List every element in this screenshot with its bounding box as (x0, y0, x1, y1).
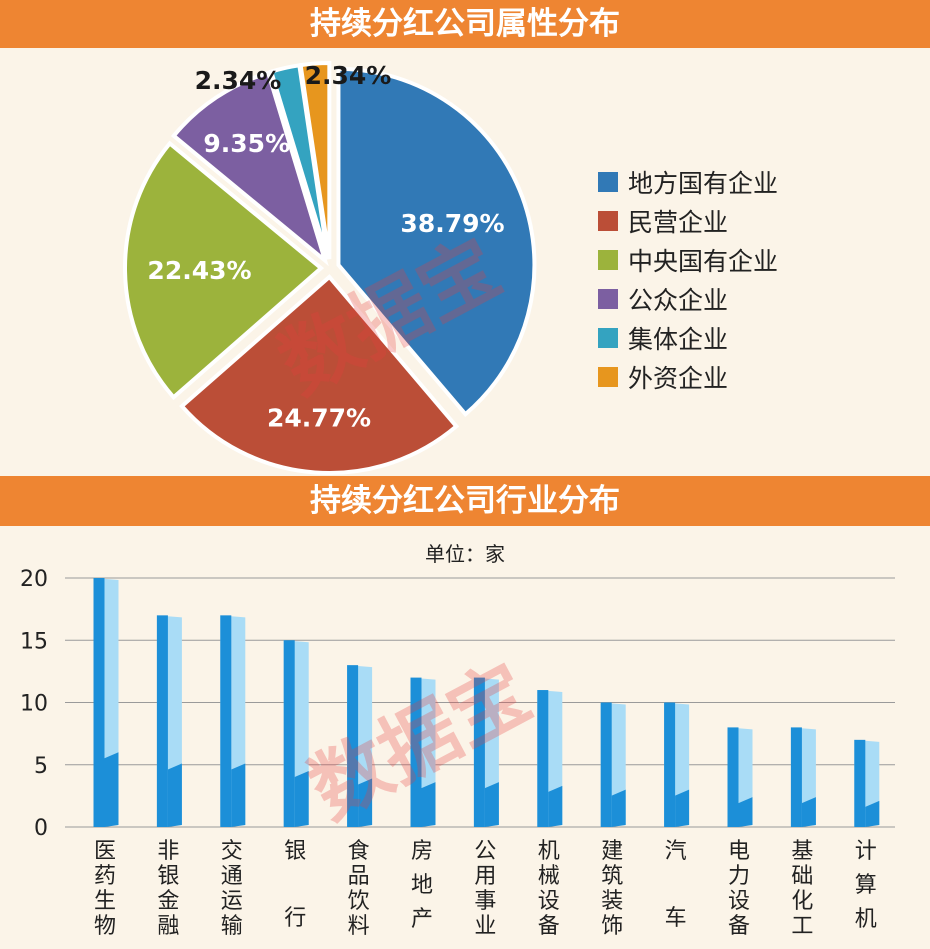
x-tick-label: 房 (411, 839, 433, 864)
bar (220, 615, 246, 827)
legend-item: 公众企业 (598, 281, 728, 317)
legend-swatch (598, 289, 618, 309)
pie-slice (298, 61, 332, 260)
x-tick-label: 品 (348, 864, 370, 889)
x-tick-label: 建 (601, 839, 623, 864)
pie-slice (336, 66, 537, 418)
bar (347, 665, 373, 827)
x-tick-label: 算 (855, 873, 877, 898)
legend-label: 地方国有企业 (628, 169, 779, 198)
pie-chart: 38.79% 24.77% 22.43% 9.35% 2.34% 2.34% (123, 61, 537, 475)
bar (156, 615, 182, 827)
y-tick-label: 20 (20, 567, 48, 592)
x-tick-label: 银 (157, 864, 179, 889)
x-tick-label: 机 (538, 839, 560, 864)
x-tick-label: 融 (157, 914, 179, 939)
unit-label: 单位：家 (425, 542, 505, 566)
pie-slice-label: 22.43% (147, 256, 251, 285)
x-tick-label: 装 (601, 889, 623, 914)
x-tick-label: 非 (157, 839, 179, 864)
legend-swatch (598, 250, 618, 270)
bar (854, 739, 880, 827)
pie-slice-label: 2.34% (305, 61, 392, 90)
bar (537, 690, 563, 827)
x-tick-label: 料 (348, 914, 370, 939)
bar (600, 702, 626, 827)
x-tick-label: 银 (284, 839, 306, 864)
x-tick-label: 用 (474, 864, 496, 889)
x-tick-label: 行 (284, 906, 306, 931)
pie-slice-label: 24.77% (267, 404, 371, 433)
x-tick-label: 筑 (601, 864, 623, 889)
bar (283, 640, 309, 827)
legend-item: 民营企业 (598, 203, 728, 239)
pie-slice-label: 2.34% (195, 66, 282, 95)
x-tick-label: 业 (474, 914, 496, 939)
legend-item: 地方国有企业 (598, 164, 778, 200)
bar-chart-title: 持续分红公司行业分布 (0, 476, 930, 526)
x-tick-label: 工 (791, 914, 813, 939)
legend-label: 公众企业 (628, 286, 729, 315)
legend-item: 外资企业 (598, 359, 728, 395)
bar (727, 727, 753, 827)
x-tick-label: 通 (221, 864, 243, 889)
pie-slice-label: 9.35% (203, 129, 290, 158)
x-tick-label: 机 (855, 907, 877, 932)
x-tick-label: 汽 (665, 839, 687, 864)
bar (473, 677, 499, 827)
x-tick-label: 饮 (348, 889, 370, 914)
legend-label: 民营企业 (628, 208, 729, 237)
legend-item: 中央国有企业 (598, 242, 778, 278)
bar (664, 702, 690, 827)
bar (93, 578, 119, 827)
x-tick-label: 力 (728, 864, 750, 889)
x-tick-label: 药 (94, 864, 116, 889)
pie-slice (123, 140, 325, 401)
x-tick-label: 化 (791, 889, 813, 914)
x-tick-label: 地 (411, 873, 433, 898)
legend-swatch (598, 172, 618, 192)
y-tick-label: 15 (20, 629, 48, 654)
x-tick-label: 电 (728, 839, 750, 864)
x-tick-label: 交 (221, 839, 243, 864)
x-tick-label: 金 (157, 889, 179, 914)
pie-chart-title: 持续分红公司属性分布 (0, 0, 930, 48)
x-tick-label: 事 (474, 889, 496, 914)
x-tick-label: 车 (665, 906, 687, 931)
x-tick-label: 物 (94, 914, 116, 939)
bar (410, 677, 436, 827)
x-tick-label: 公 (474, 839, 496, 864)
x-tick-label: 医 (94, 839, 116, 864)
legend-swatch (598, 367, 618, 387)
x-tick-label: 食 (348, 839, 370, 864)
legend-label: 中央国有企业 (628, 247, 779, 276)
x-tick-label: 基 (791, 839, 813, 864)
legend-swatch (598, 328, 618, 348)
x-tick-label: 运 (221, 889, 243, 914)
x-tick-label: 产 (411, 907, 433, 932)
x-tick-label: 输 (221, 914, 243, 939)
legend-item: 集体企业 (598, 320, 728, 356)
x-tick-label: 饰 (601, 914, 623, 939)
x-tick-label: 生 (94, 889, 116, 914)
pie-slice-label: 38.79% (400, 209, 504, 238)
pie-slice (179, 274, 460, 475)
legend-label: 集体企业 (628, 325, 729, 354)
y-tick-label: 10 (20, 692, 48, 717)
x-tick-label: 计 (855, 839, 877, 864)
x-tick-label: 备 (538, 914, 560, 939)
x-tick-label: 设 (728, 889, 750, 914)
legend-label: 外资企业 (628, 364, 729, 393)
legend-swatch (598, 211, 618, 231)
y-tick-label: 5 (34, 754, 48, 779)
x-tick-label: 械 (538, 864, 560, 889)
x-tick-label: 础 (791, 864, 813, 889)
x-tick-label: 备 (728, 914, 750, 939)
bar (790, 727, 816, 827)
pie-slice (170, 70, 329, 267)
y-tick-label: 0 (34, 816, 48, 841)
x-tick-label: 设 (538, 889, 560, 914)
